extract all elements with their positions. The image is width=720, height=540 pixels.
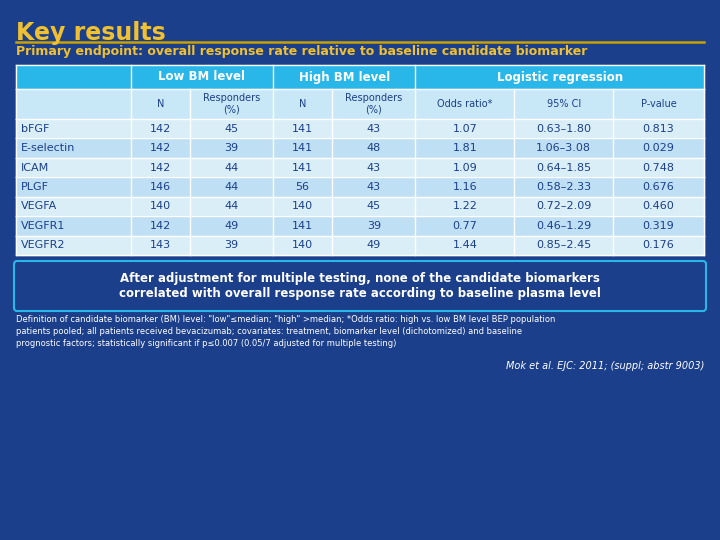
Text: High BM level: High BM level [299,71,390,84]
Text: 45: 45 [225,124,238,134]
Text: 0.676: 0.676 [643,182,675,192]
Text: 141: 141 [292,221,313,231]
Text: VEGFA: VEGFA [21,201,58,212]
Text: bFGF: bFGF [21,124,50,134]
Text: 39: 39 [225,240,238,250]
Text: 56: 56 [296,182,310,192]
Text: 43: 43 [366,163,381,173]
Text: 1.07: 1.07 [452,124,477,134]
Text: Primary endpoint: overall response rate relative to baseline candidate biomarker: Primary endpoint: overall response rate … [16,45,588,58]
Text: 143: 143 [150,240,171,250]
Text: 1.16: 1.16 [452,182,477,192]
Text: Low BM level: Low BM level [158,71,246,84]
Text: 0.813: 0.813 [643,124,675,134]
Bar [16,177,704,197]
Text: 0.46–1.29: 0.46–1.29 [536,221,591,231]
Text: 0.72–2.09: 0.72–2.09 [536,201,591,212]
Text: 0.58–2.33: 0.58–2.33 [536,182,591,192]
Text: Responders
(%): Responders (%) [203,93,260,115]
Bar [16,197,704,216]
Text: VEGFR1: VEGFR1 [21,221,66,231]
Text: 1.44: 1.44 [452,240,477,250]
Text: 142: 142 [150,163,171,173]
Text: Mok et al. EJC: 2011; (suppl; abstr 9003): Mok et al. EJC: 2011; (suppl; abstr 9003… [505,361,704,371]
Text: 44: 44 [225,201,238,212]
Text: 1.09: 1.09 [452,163,477,173]
Text: 0.029: 0.029 [642,143,675,153]
Text: 39: 39 [366,221,381,231]
Text: 95% CI: 95% CI [546,99,581,109]
Text: Definition of candidate biomarker (BM) level: "low"≤median; "high" >median; *Odd: Definition of candidate biomarker (BM) l… [16,315,555,348]
Text: P-value: P-value [641,99,676,109]
Text: 43: 43 [366,124,381,134]
Text: 142: 142 [150,143,171,153]
Text: ICAM: ICAM [21,163,49,173]
Text: 0.63–1.80: 0.63–1.80 [536,124,591,134]
Text: 0.319: 0.319 [643,221,675,231]
FancyBboxPatch shape [14,261,706,311]
Text: 49: 49 [366,240,381,250]
Text: 140: 140 [292,240,313,250]
Text: 1.06–3.08: 1.06–3.08 [536,143,591,153]
Text: 1.22: 1.22 [452,201,477,212]
Text: 142: 142 [150,221,171,231]
Text: PLGF: PLGF [21,182,49,192]
Text: 43: 43 [366,182,381,192]
Text: 140: 140 [150,201,171,212]
Text: 141: 141 [292,124,313,134]
Text: 0.85–2.45: 0.85–2.45 [536,240,591,250]
Text: VEGFR2: VEGFR2 [21,240,66,250]
Text: Odds ratio*: Odds ratio* [437,99,492,109]
Text: 141: 141 [292,163,313,173]
Text: 44: 44 [225,182,238,192]
Bar [16,235,704,255]
Bar [16,158,704,177]
Text: 141: 141 [292,143,313,153]
Text: 140: 140 [292,201,313,212]
Text: Key results: Key results [16,21,166,45]
Text: 1.81: 1.81 [452,143,477,153]
Bar [16,65,704,89]
Bar [16,119,704,138]
Text: N: N [157,99,164,109]
Text: 142: 142 [150,124,171,134]
Text: After adjustment for multiple testing, none of the candidate biomarkers
correlat: After adjustment for multiple testing, n… [119,272,601,300]
Text: 0.460: 0.460 [643,201,675,212]
Text: 0.64–1.85: 0.64–1.85 [536,163,591,173]
Text: 49: 49 [225,221,238,231]
Text: 45: 45 [366,201,381,212]
Text: 44: 44 [225,163,238,173]
Bar [16,89,704,119]
Bar [16,216,704,235]
Text: 39: 39 [225,143,238,153]
Text: 0.176: 0.176 [643,240,675,250]
Text: 0.748: 0.748 [642,163,675,173]
Text: Responders
(%): Responders (%) [345,93,402,115]
Text: E-selectin: E-selectin [21,143,76,153]
Text: Logistic regression: Logistic regression [497,71,623,84]
Text: N: N [299,99,306,109]
Text: 0.77: 0.77 [452,221,477,231]
Text: 48: 48 [366,143,381,153]
Text: 146: 146 [150,182,171,192]
Bar [16,138,704,158]
